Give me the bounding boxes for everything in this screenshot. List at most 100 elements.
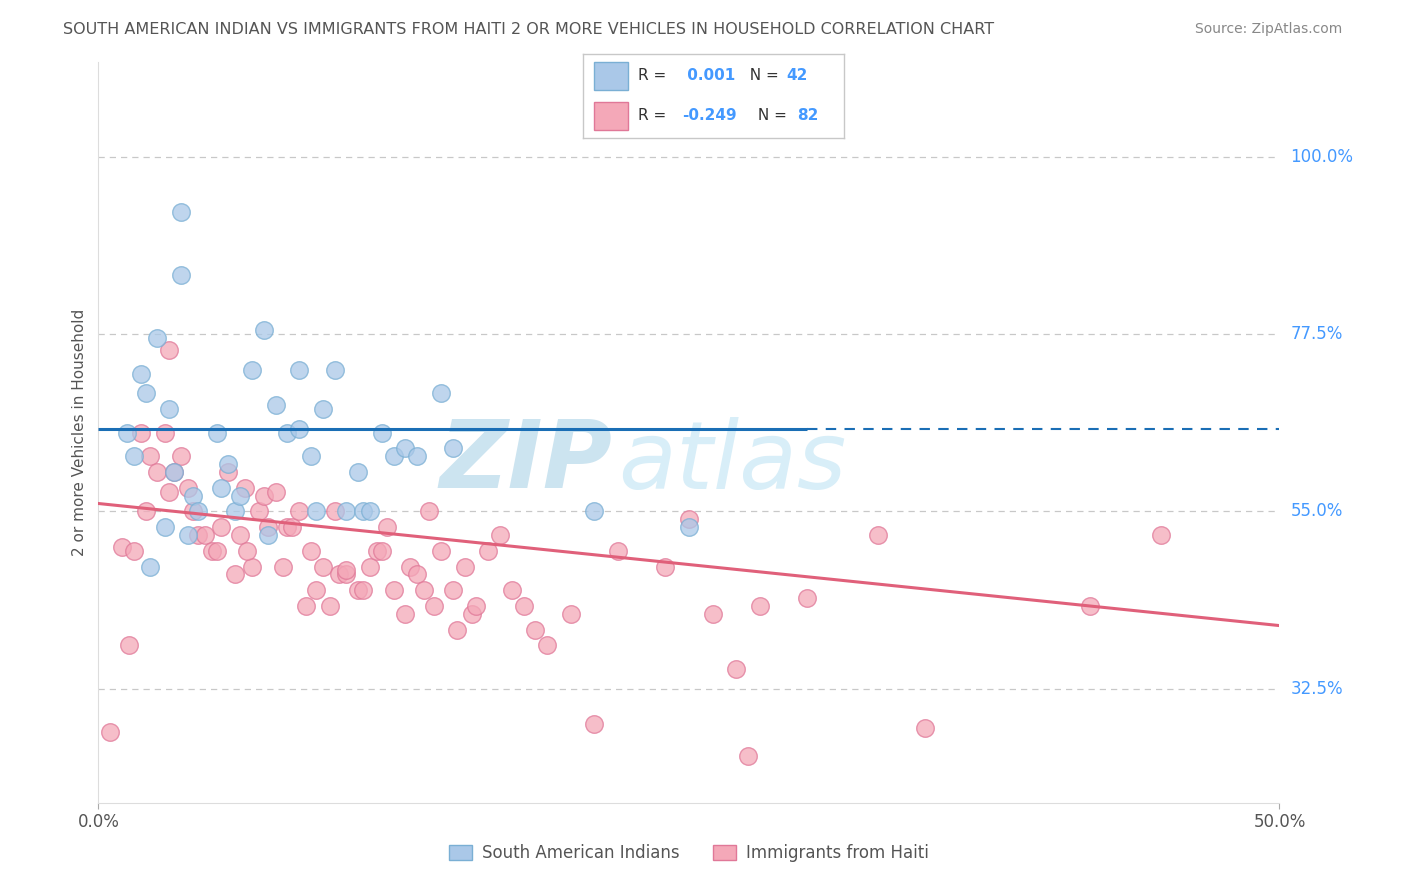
Point (406, 449, 429, 463)
Point (347, 465, 370, 479)
Point (224, 567, 246, 582)
Point (654, 559, 676, 574)
Point (352, 583, 374, 598)
Point (177, 528, 200, 542)
Point (146, 465, 169, 479)
Point (347, 583, 370, 598)
Text: 100.0%: 100.0% (1291, 148, 1354, 166)
Point (288, 362, 311, 376)
Point (536, 638, 558, 652)
Point (406, 567, 429, 582)
Point (328, 567, 350, 582)
Point (257, 520, 280, 534)
Point (111, 540, 134, 554)
Point (205, 425, 228, 440)
Point (430, 386, 453, 401)
FancyBboxPatch shape (593, 62, 627, 90)
Text: 82: 82 (797, 108, 818, 123)
Point (441, 442, 464, 456)
Point (796, 591, 818, 605)
Point (170, 205, 193, 219)
Point (725, 662, 748, 676)
Point (139, 559, 162, 574)
Point (423, 599, 446, 613)
Point (163, 465, 186, 479)
Point (229, 489, 252, 503)
Point (335, 567, 357, 582)
Point (229, 528, 252, 542)
Point (236, 543, 259, 558)
Text: -0.249: -0.249 (682, 108, 737, 123)
Point (153, 425, 176, 440)
Point (312, 402, 335, 417)
Point (512, 599, 534, 613)
Point (146, 331, 169, 345)
Text: SOUTH AMERICAN INDIAN VS IMMIGRANTS FROM HAITI 2 OR MORE VEHICLES IN HOUSEHOLD C: SOUTH AMERICAN INDIAN VS IMMIGRANTS FROM… (63, 22, 994, 37)
Point (187, 504, 209, 518)
Point (737, 748, 759, 763)
Point (446, 623, 468, 637)
Point (583, 717, 606, 731)
Point (359, 559, 381, 574)
Point (135, 504, 157, 518)
Point (118, 638, 141, 652)
Point (276, 425, 298, 440)
Point (170, 449, 193, 463)
Point (205, 543, 228, 558)
Point (524, 623, 547, 637)
Point (382, 583, 405, 598)
Point (352, 504, 374, 518)
Point (299, 543, 322, 558)
Point (194, 528, 217, 542)
Point (335, 504, 357, 518)
Point (281, 520, 304, 534)
Point (366, 543, 388, 558)
Text: 42: 42 (786, 69, 808, 84)
Text: R =: R = (638, 69, 671, 84)
Point (247, 504, 270, 518)
Point (170, 268, 193, 282)
Point (240, 362, 263, 376)
Point (98, 725, 121, 739)
Point (201, 543, 224, 558)
Point (607, 543, 630, 558)
Point (305, 504, 328, 518)
Point (129, 367, 152, 381)
Point (181, 489, 204, 503)
FancyBboxPatch shape (593, 102, 627, 130)
Point (678, 520, 700, 534)
Point (276, 520, 298, 534)
Point (399, 559, 422, 574)
Text: N =: N = (740, 69, 783, 84)
Point (115, 425, 138, 440)
Point (295, 599, 318, 613)
Legend: South American Indians, Immigrants from Haiti: South American Indians, Immigrants from … (441, 838, 936, 869)
Point (217, 465, 239, 479)
Point (129, 425, 152, 440)
Point (209, 481, 232, 495)
Point (122, 449, 145, 463)
Point (271, 559, 294, 574)
Point (264, 484, 287, 499)
Text: 0.001: 0.001 (682, 69, 735, 84)
Point (264, 398, 287, 412)
Point (430, 543, 453, 558)
Point (217, 457, 239, 471)
Point (288, 504, 311, 518)
Point (477, 543, 499, 558)
Point (748, 599, 770, 613)
Point (460, 607, 482, 621)
Point (323, 362, 346, 376)
Text: atlas: atlas (619, 417, 846, 508)
Point (122, 543, 145, 558)
Text: Source: ZipAtlas.com: Source: ZipAtlas.com (1195, 22, 1343, 37)
Point (288, 422, 311, 436)
Point (233, 481, 256, 495)
Text: 32.5%: 32.5% (1291, 680, 1343, 698)
Point (375, 520, 398, 534)
Point (157, 402, 180, 417)
Point (1150, 528, 1173, 542)
Point (305, 583, 328, 598)
Point (163, 465, 186, 479)
Point (299, 449, 322, 463)
